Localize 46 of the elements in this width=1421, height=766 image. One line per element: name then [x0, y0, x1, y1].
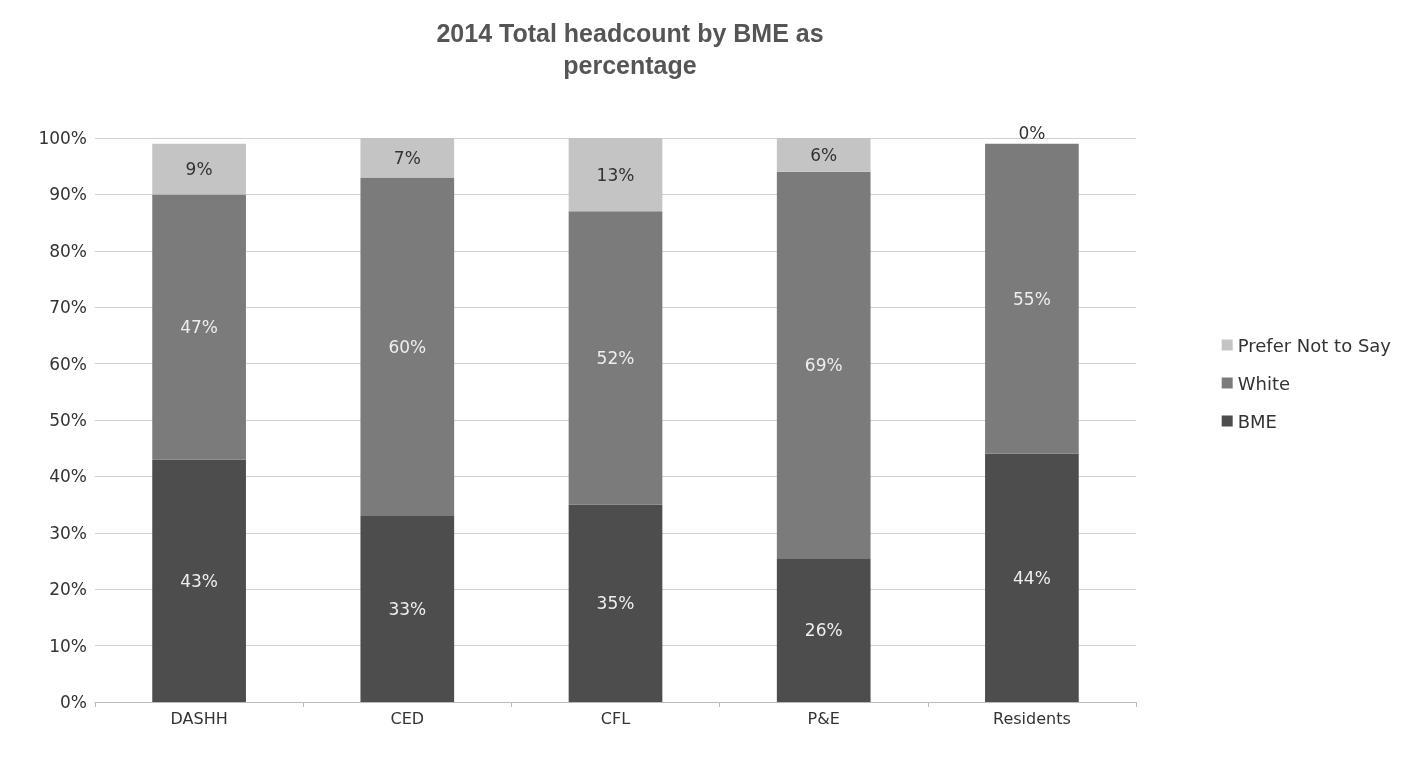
- y-tick-label: 100%: [38, 128, 87, 148]
- legend-label: BME: [1237, 410, 1277, 432]
- legend-label: Prefer Not to Say: [1237, 334, 1392, 356]
- bar: [985, 453, 1079, 702]
- y-tick-label: 0%: [60, 692, 87, 712]
- data-label: 26%: [804, 620, 843, 641]
- data-label: 43%: [180, 570, 218, 591]
- data-label: 60%: [388, 336, 427, 357]
- y-tick-label: 40%: [49, 466, 87, 487]
- bar: [152, 194, 246, 460]
- y-tick-label: 90%: [49, 184, 87, 205]
- y-tick-label: 70%: [49, 297, 87, 318]
- data-label: 6%: [810, 144, 838, 165]
- data-label: 47%: [180, 316, 218, 337]
- data-label: 69%: [804, 355, 843, 376]
- bar: [152, 143, 246, 195]
- bar: [985, 143, 1079, 454]
- bar: [776, 171, 871, 559]
- x-tick-label: P&E: [807, 708, 840, 728]
- y-tick-label: 60%: [49, 353, 87, 374]
- x-tick-label: CED: [390, 708, 425, 728]
- data-label: 52%: [596, 347, 635, 368]
- data-label: 7%: [393, 147, 421, 168]
- y-tick-label: 10%: [49, 635, 87, 656]
- x-tick-label: Residents: [993, 708, 1071, 728]
- data-label: 9%: [185, 159, 213, 180]
- bar: [776, 558, 871, 702]
- data-label: 55%: [1013, 288, 1051, 309]
- y-tick-label: 50%: [49, 410, 87, 430]
- data-label: 33%: [388, 598, 427, 619]
- data-label: 13%: [596, 164, 635, 185]
- x-tick-label: DASHH: [170, 708, 228, 728]
- data-label: 0%: [1018, 123, 1046, 144]
- data-label: 35%: [596, 593, 635, 614]
- y-tick-label: 30%: [49, 522, 87, 543]
- y-tick-label: 80%: [49, 240, 87, 261]
- legend-label: White: [1237, 372, 1291, 394]
- y-tick-label: 20%: [49, 579, 87, 600]
- bar: [360, 515, 455, 702]
- bar: [568, 504, 663, 702]
- data-label: 44%: [1013, 567, 1051, 588]
- bar: [360, 177, 455, 516]
- bar: [152, 459, 246, 702]
- bar: [568, 211, 663, 505]
- chart-title: 2014 Total headcount by BME as percentage: [436, 19, 824, 79]
- x-tick-label: CFL: [600, 708, 631, 728]
